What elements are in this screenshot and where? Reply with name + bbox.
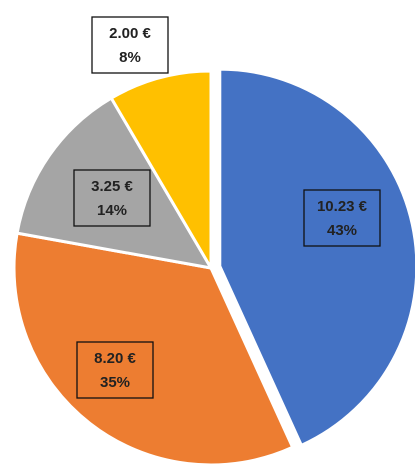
percent-label: 14% (97, 202, 127, 219)
percent-label: 8% (119, 49, 141, 66)
pie-slice (109, 69, 213, 274)
label-box (91, 16, 169, 74)
pie-slice (15, 96, 214, 271)
percent-label: 35% (100, 374, 130, 391)
value-label: 3.25 € (91, 178, 133, 195)
percent-label: 43% (327, 222, 357, 239)
label-box (76, 341, 154, 399)
value-label: 2.00 € (109, 25, 151, 42)
label-box (73, 169, 151, 227)
value-label: 10.23 € (317, 198, 368, 215)
pie-slice (218, 67, 415, 448)
value-label: 8.20 € (94, 350, 136, 367)
label-box (303, 189, 381, 247)
